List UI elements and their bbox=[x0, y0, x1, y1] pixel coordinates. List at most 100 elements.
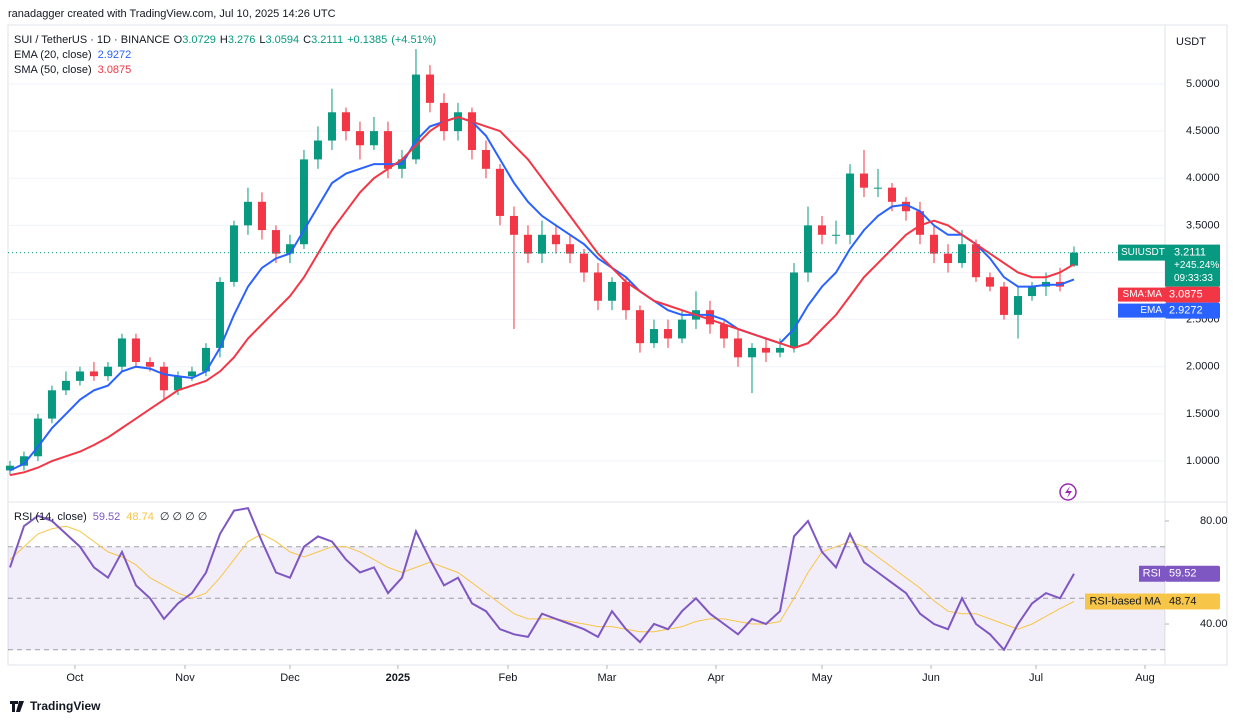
candle-body bbox=[747, 347, 756, 358]
x-tick-label: Jun bbox=[922, 672, 940, 684]
footer-logo-text: TradingView bbox=[30, 699, 101, 713]
candle-body bbox=[859, 173, 868, 188]
y-tick-label: 4.5000 bbox=[1186, 125, 1220, 137]
x-tick-label: Dec bbox=[280, 672, 300, 684]
candle-body bbox=[915, 211, 924, 235]
candle-body bbox=[383, 131, 392, 169]
candle-body bbox=[733, 338, 742, 358]
candle-body bbox=[537, 234, 546, 254]
axis-tag: 2.9272 bbox=[1169, 305, 1203, 317]
axis-tag: 59.52 bbox=[1169, 568, 1197, 580]
candle-body bbox=[523, 234, 532, 254]
y-tick-label: 40.00 bbox=[1200, 618, 1228, 630]
candle-body bbox=[565, 244, 574, 254]
candle-body bbox=[719, 324, 728, 339]
candle-body bbox=[19, 456, 28, 466]
candle-body bbox=[1013, 296, 1022, 315]
candle-body bbox=[467, 112, 476, 150]
symbol-tag-bg bbox=[1118, 244, 1165, 261]
alert-bolt bbox=[1065, 486, 1072, 498]
x-tick-label: Aug bbox=[1135, 672, 1155, 684]
axis-tag-bg bbox=[1165, 286, 1220, 303]
alert-icon[interactable] bbox=[1059, 483, 1077, 501]
candle-body bbox=[481, 149, 490, 169]
rsi-legend-value: 59.52 bbox=[93, 511, 121, 523]
candle-body bbox=[243, 201, 252, 226]
x-tick-label: May bbox=[812, 672, 833, 684]
currency: USDT bbox=[1176, 36, 1206, 48]
candle-body bbox=[649, 329, 658, 344]
candle-body bbox=[607, 281, 616, 301]
rsi-name-bg bbox=[1085, 593, 1165, 610]
candle-body bbox=[117, 338, 126, 367]
candle-body bbox=[985, 277, 994, 287]
ma-name-bg bbox=[1118, 287, 1165, 302]
legend-item: SMA (50, close) 3.0875 bbox=[14, 64, 131, 76]
legend-name: SMA (50, close) bbox=[14, 64, 92, 76]
candle-body bbox=[355, 131, 364, 146]
candle-body bbox=[677, 319, 686, 339]
candle-body bbox=[635, 310, 644, 344]
x-tick-label: Mar bbox=[597, 672, 616, 684]
ohlc-name: H bbox=[220, 34, 228, 46]
x-tick-label: Oct bbox=[66, 672, 83, 684]
indicator-line bbox=[9, 115, 1075, 472]
rsi-line bbox=[9, 506, 1075, 652]
price-tag: 3.2111 bbox=[1174, 247, 1206, 259]
candle-body bbox=[75, 371, 84, 381]
footer-logo bbox=[10, 701, 24, 712]
ma-name: SMA:MA bbox=[1123, 289, 1163, 300]
candle-body bbox=[957, 244, 966, 264]
ohlc-name: O bbox=[174, 34, 183, 46]
rsi-name-bg bbox=[1139, 565, 1165, 582]
indicator-line bbox=[9, 115, 1075, 477]
candle-body bbox=[817, 225, 826, 235]
candle-body bbox=[201, 347, 210, 372]
candle-body bbox=[887, 187, 896, 202]
symbol-title: SUI / TetherUS · 1D · BINANCE bbox=[14, 34, 170, 46]
credit: ranadagger created with TradingView.com,… bbox=[8, 8, 336, 20]
candle-body bbox=[845, 173, 854, 235]
candle-body bbox=[1027, 286, 1036, 297]
x-tick-label: Feb bbox=[498, 672, 517, 684]
x-tick-label: Apr bbox=[707, 672, 724, 684]
x-tick-label: Nov bbox=[175, 672, 195, 684]
y-tick-label: 4.0000 bbox=[1186, 172, 1220, 184]
total-change-tag: +245.24% bbox=[1174, 260, 1219, 271]
candle-body bbox=[411, 74, 420, 160]
candle-body bbox=[663, 329, 672, 339]
y-tick-label: 5.0000 bbox=[1186, 78, 1220, 90]
candle-body bbox=[369, 131, 378, 146]
y-tick-label: 2.0000 bbox=[1186, 361, 1220, 373]
candle-body bbox=[173, 376, 182, 391]
candle-body bbox=[803, 225, 812, 273]
candle-body bbox=[509, 215, 518, 235]
candle-body bbox=[131, 338, 140, 363]
countdown-tag: 09:33:33 bbox=[1174, 273, 1213, 284]
price-tag-bg bbox=[1165, 244, 1220, 287]
candle-body bbox=[103, 366, 112, 377]
candle-body bbox=[929, 234, 938, 254]
rsi-title: RSI (14, close) bbox=[14, 511, 87, 523]
plot: 1.00001.50002.00002.50003.00003.50004.00… bbox=[5, 34, 1228, 684]
y-tick-label: 1.5000 bbox=[1186, 408, 1220, 420]
candle-body bbox=[593, 272, 602, 301]
ma-name-bg bbox=[1118, 303, 1165, 318]
legend-name: EMA (20, close) bbox=[14, 49, 92, 61]
axis-tag-bg bbox=[1165, 302, 1220, 319]
candle-body bbox=[33, 418, 42, 457]
candle-body bbox=[439, 102, 448, 132]
candle-body bbox=[61, 380, 70, 391]
candle-body bbox=[313, 140, 322, 160]
axis-tag: 48.74 bbox=[1169, 595, 1197, 607]
candle-body bbox=[621, 281, 630, 311]
rsi-name: RSI-based MA bbox=[1089, 595, 1161, 607]
candle-body bbox=[579, 253, 588, 273]
x-tick-label: 2025 bbox=[386, 672, 410, 684]
candle-body bbox=[159, 366, 168, 391]
rsi-legend-value: 48.74 bbox=[126, 511, 154, 523]
rsi-legend: RSI (14, close) 59.52 48.74 ∅ ∅ ∅ ∅ bbox=[14, 511, 207, 523]
candle-body bbox=[453, 112, 462, 132]
candle-body bbox=[47, 390, 56, 419]
